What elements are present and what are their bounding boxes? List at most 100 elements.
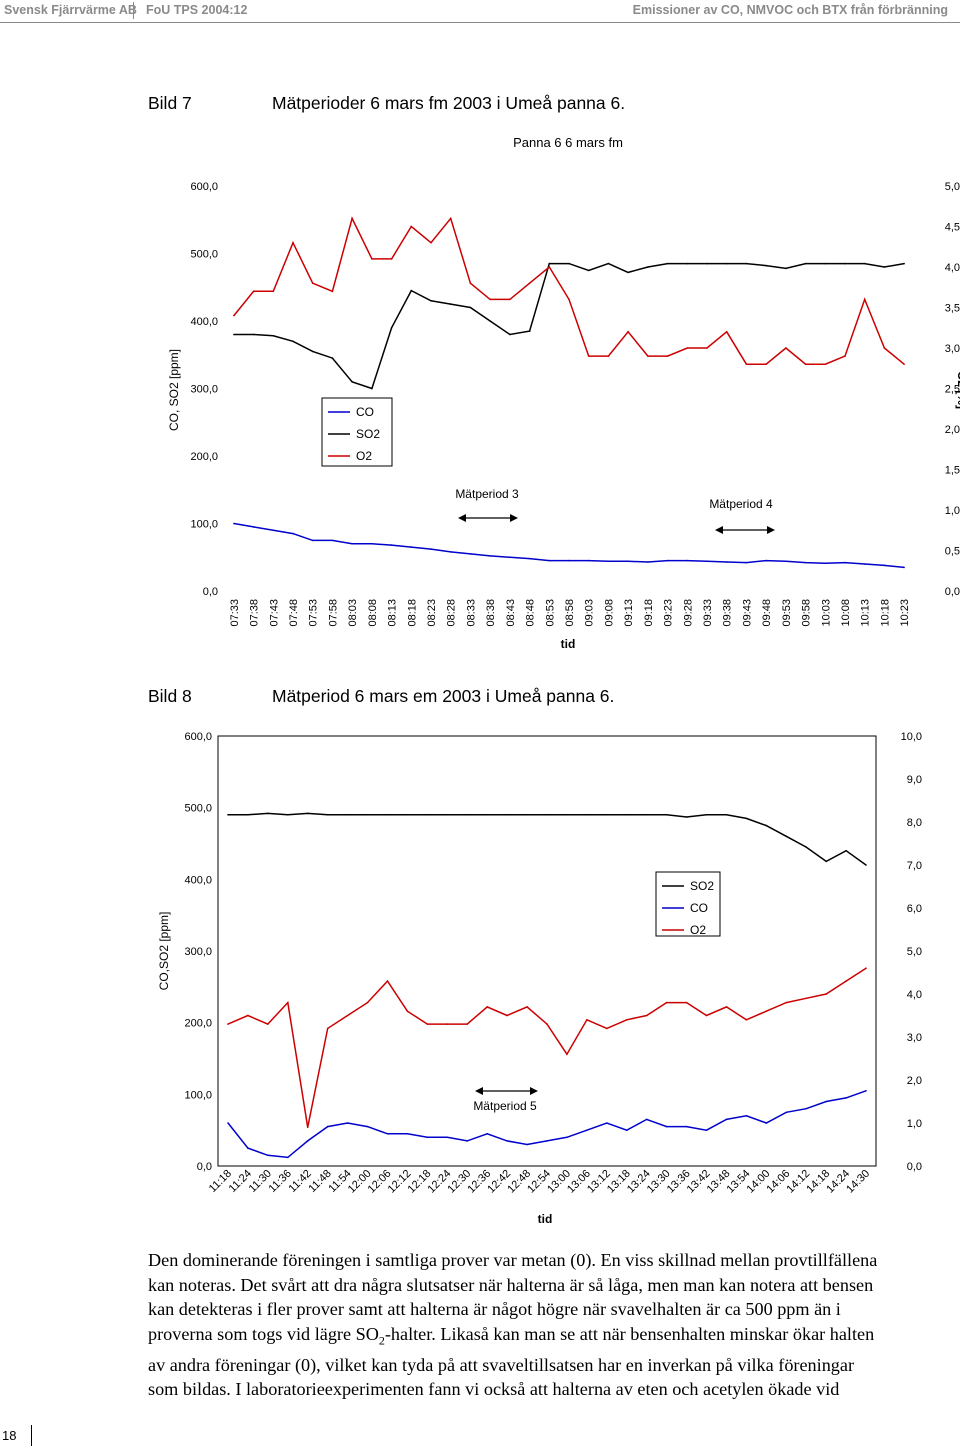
c1-point-o2 — [233, 314, 235, 317]
c1-xtick-label: 07:38 — [249, 599, 261, 627]
c1-point-so2 — [449, 303, 452, 305]
c2-point-co — [306, 1140, 309, 1142]
c2-point-o2 — [386, 980, 389, 982]
c1-point-co — [844, 561, 846, 564]
c2-ytick-label: 300,0 — [184, 946, 212, 958]
c1-point-so2 — [745, 262, 748, 265]
c2-point-o2 — [406, 1010, 409, 1012]
c2-y2tick-label: 10,0 — [901, 731, 922, 743]
c1-point-o2 — [371, 258, 373, 260]
c2-point-o2 — [466, 1023, 469, 1025]
c1-ytick-label: 0,0 — [203, 586, 218, 598]
c1-point-o2 — [666, 355, 669, 357]
c2-point-co — [287, 1156, 289, 1159]
c2-legend-box — [655, 871, 721, 937]
c1-point-so2 — [252, 333, 255, 336]
c1-point-so2 — [844, 262, 846, 265]
chart2-annotation-period5: Mätperiod 5 — [473, 1087, 538, 1113]
c1-point-co — [292, 532, 294, 535]
c1-xtick-label: 08:28 — [446, 599, 458, 627]
c2-point-o2 — [606, 1027, 608, 1030]
c2-point-so2 — [247, 814, 249, 816]
c1-point-co — [883, 564, 886, 567]
c1-point-co — [311, 539, 314, 542]
c2-point-so2 — [745, 817, 748, 820]
c1-point-o2 — [725, 331, 728, 333]
period5-label: Mätperiod 5 — [473, 1099, 537, 1113]
c1-point-o2 — [607, 355, 610, 357]
c1-point-so2 — [528, 330, 531, 332]
c1-y2tick-label: 3,5 — [945, 303, 960, 315]
c2-point-co — [366, 1125, 369, 1128]
c2-ytick-label: 200,0 — [184, 1018, 212, 1030]
c1-point-co — [666, 559, 669, 562]
c2-point-co — [606, 1122, 608, 1124]
c1-point-co — [568, 559, 570, 562]
c1-point-co — [804, 561, 807, 564]
c2-point-o2 — [825, 993, 827, 995]
c1-point-so2 — [903, 262, 905, 265]
period4-arrow-right-head — [767, 526, 775, 534]
c1-xtick-label: 08:18 — [406, 599, 418, 627]
period3-arrow-left-head — [458, 514, 466, 522]
c1-legend-label-co: CO — [356, 405, 374, 419]
chart2-plot-border — [217, 735, 877, 1167]
c2-point-o2 — [566, 1053, 568, 1055]
c1-point-o2 — [509, 298, 511, 301]
c2-point-so2 — [785, 835, 788, 838]
chart2-series — [227, 812, 867, 1159]
c1-xtick-label: 09:13 — [623, 599, 635, 627]
c1-xtick-label: 09:03 — [584, 599, 596, 627]
c2-point-so2 — [227, 814, 229, 816]
c2-point-o2 — [685, 1001, 688, 1004]
c2-point-so2 — [845, 849, 847, 852]
page-number-bar — [31, 1425, 32, 1446]
c2-point-so2 — [765, 824, 768, 827]
c2-point-co — [705, 1129, 708, 1131]
c2-point-o2 — [247, 1014, 249, 1017]
c1-point-o2 — [469, 282, 472, 284]
c2-point-so2 — [606, 814, 608, 816]
c1-ytick-label: 400,0 — [190, 316, 218, 328]
c2-point-so2 — [466, 814, 469, 816]
c1-xtick-label: 09:33 — [702, 599, 714, 627]
figure7-number: Bild 7 — [148, 93, 192, 113]
c1-point-so2 — [509, 333, 511, 336]
c1-point-o2 — [548, 266, 551, 268]
c2-point-co — [267, 1154, 269, 1157]
c2-point-co — [346, 1122, 349, 1124]
chart2-y-axis-label: CO,SO2 [ppm] — [157, 912, 171, 991]
c2-y2tick-label: 8,0 — [907, 817, 922, 829]
chart-panna6-fm: Panna 6 6 mars fm CO, SO2 [ppm] O2 [%] t… — [167, 135, 960, 651]
header-separator — [133, 2, 134, 19]
c2-point-so2 — [865, 864, 867, 866]
c1-xtick-label: 09:48 — [761, 599, 773, 627]
period5-arrow-right-head — [530, 1087, 538, 1095]
c2-series-o2 — [227, 967, 867, 1128]
c1-point-o2 — [351, 217, 353, 220]
body-paragraph: Den dominerande föreningen i samtliga pr… — [148, 1248, 888, 1402]
c1-point-co — [390, 544, 393, 546]
c2-point-o2 — [267, 1023, 269, 1025]
c1-xtick-label: 10:08 — [840, 599, 852, 627]
chart1-annotation-period4: Mätperiod 4 — [709, 497, 775, 534]
c1-y2tick-label: 1,0 — [945, 505, 960, 517]
c1-point-co — [449, 551, 452, 553]
c2-point-co — [426, 1136, 429, 1139]
c1-point-o2 — [568, 298, 570, 301]
c1-point-so2 — [587, 269, 590, 272]
c1-xtick-label: 09:53 — [781, 599, 793, 627]
c2-ytick-label: 600,0 — [184, 731, 212, 743]
c2-point-o2 — [446, 1023, 449, 1025]
c2-point-so2 — [346, 814, 349, 816]
c2-y2tick-label: 6,0 — [907, 903, 922, 915]
figure7-title: Mätperioder 6 mars fm 2003 i Umeå panna … — [272, 93, 626, 113]
c1-y2tick-label: 1,5 — [945, 465, 960, 477]
c1-point-o2 — [311, 282, 314, 284]
c2-point-o2 — [326, 1027, 329, 1030]
c2-point-so2 — [446, 814, 449, 816]
figure8-number: Bild 8 — [148, 686, 192, 706]
c1-point-co — [627, 560, 629, 563]
c2-point-co — [645, 1118, 648, 1121]
c1-point-so2 — [272, 335, 275, 337]
